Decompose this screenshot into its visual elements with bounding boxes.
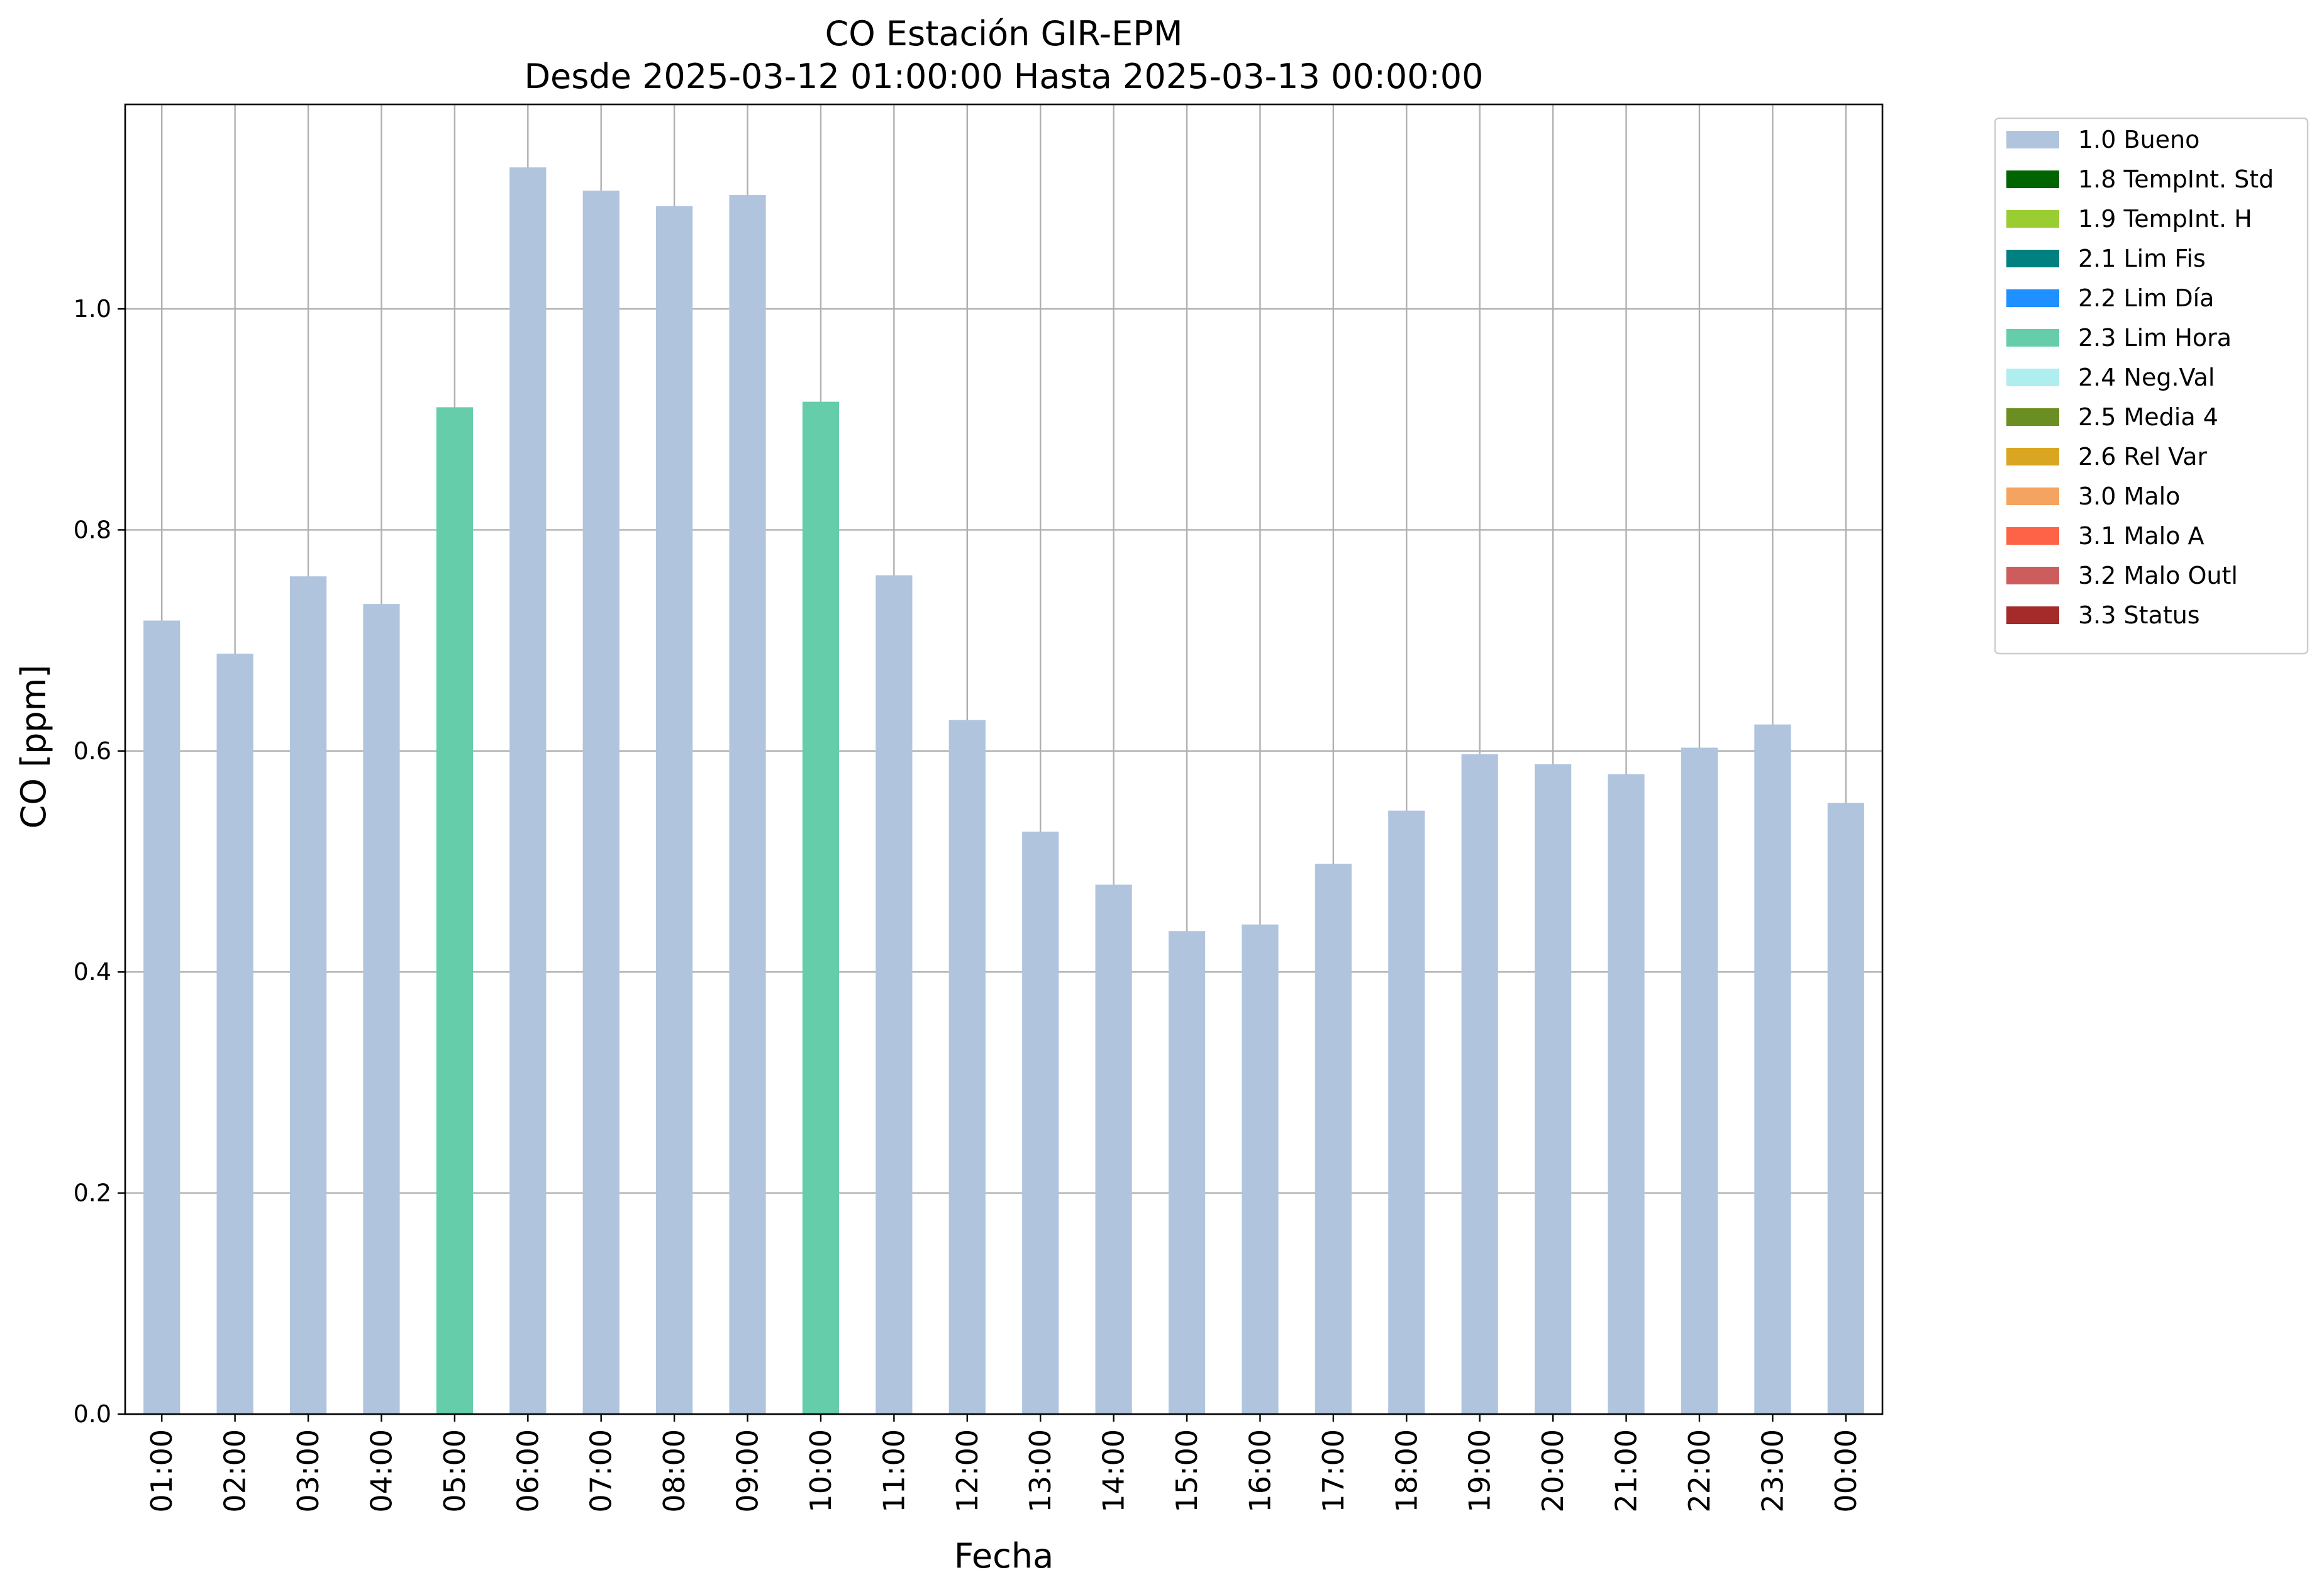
legend-swatch <box>2006 170 2059 188</box>
bar <box>1022 832 1059 1414</box>
x-axis-label: Fecha <box>954 1536 1054 1576</box>
x-tick-label: 21:00 <box>1610 1429 1643 1513</box>
bar <box>729 195 766 1414</box>
legend-swatch <box>2006 369 2059 386</box>
y-axis-ticks: 0.0 0.2 0.4 0.6 0.8 1.0 <box>74 295 125 1428</box>
y-tick-label: 0.4 <box>74 958 111 986</box>
x-tick-label: 10:00 <box>804 1429 838 1513</box>
bar <box>948 720 986 1414</box>
x-tick-label: 14:00 <box>1097 1429 1131 1513</box>
x-tick-label: 19:00 <box>1463 1429 1497 1513</box>
bar <box>876 575 913 1414</box>
x-tick-label: 17:00 <box>1316 1429 1350 1513</box>
plot-frame <box>124 103 1884 1415</box>
y-tick-label: 0.8 <box>74 516 111 543</box>
x-tick-label: 09:00 <box>731 1429 765 1513</box>
legend-swatch <box>2006 329 2059 347</box>
plot-border <box>124 103 1884 1415</box>
bar <box>1168 931 1206 1414</box>
legend-label: 2.5 Media 4 <box>2078 403 2218 431</box>
x-tick-label: 20:00 <box>1536 1429 1570 1513</box>
legend-swatch <box>2006 606 2059 624</box>
x-tick-label: 08:00 <box>657 1429 691 1513</box>
bar <box>1754 724 1791 1414</box>
legend-label: 1.9 TempInt. H <box>2078 205 2252 233</box>
legend-swatch <box>2006 567 2059 584</box>
legend-label: 3.1 Malo A <box>2078 522 2204 550</box>
y-tick-label: 0.6 <box>74 737 111 765</box>
bar <box>436 407 473 1414</box>
legend-label: 1.8 TempInt. Std <box>2078 165 2274 193</box>
legend-swatch <box>2006 488 2059 505</box>
bar <box>802 401 840 1414</box>
bar <box>1315 864 1352 1414</box>
bar <box>1681 747 1718 1414</box>
legend-label: 1.0 Bueno <box>2078 126 2199 153</box>
legend-label: 3.2 Malo Outl <box>2078 562 2238 589</box>
bar <box>363 604 400 1414</box>
bar <box>1535 764 1572 1414</box>
x-tick-label: 02:00 <box>218 1429 252 1513</box>
legend-swatch <box>2006 250 2059 267</box>
bar <box>656 206 693 1414</box>
bar <box>1827 803 1864 1414</box>
y-tick-label: 1.0 <box>74 295 111 323</box>
x-tick-label: 15:00 <box>1170 1429 1204 1513</box>
legend-swatch <box>2006 210 2059 228</box>
legend-label: 2.3 Lim Hora <box>2078 324 2232 352</box>
x-tick-label: 18:00 <box>1389 1429 1423 1513</box>
legend-swatch <box>2006 408 2059 426</box>
legend-label: 3.0 Malo <box>2078 482 2180 510</box>
legend-label: 2.4 Neg.Val <box>2078 364 2215 391</box>
legend-label: 2.1 Lim Fis <box>2078 245 2206 272</box>
bar <box>1095 884 1132 1414</box>
chart-title: CO Estación GIR-EPM <box>825 14 1183 53</box>
bar <box>509 167 547 1414</box>
legend-swatch <box>2006 131 2059 148</box>
y-tick-label: 0.0 <box>74 1400 111 1428</box>
bar <box>582 191 620 1415</box>
y-tick-label: 0.2 <box>74 1179 111 1207</box>
legend-label: 3.3 Status <box>2078 601 2200 629</box>
x-tick-label: 00:00 <box>1829 1429 1863 1513</box>
x-tick-label: 01:00 <box>145 1429 179 1513</box>
bar <box>1242 924 1279 1414</box>
legend-swatch <box>2006 448 2059 465</box>
legend-swatch <box>2006 527 2059 545</box>
x-tick-label: 12:00 <box>950 1429 984 1513</box>
bar <box>216 654 253 1414</box>
legend-label: 2.6 Rel Var <box>2078 443 2208 471</box>
legend: 1.0 Bueno 1.8 TempInt. Std 1.9 TempInt. H 2… <box>1994 117 2309 655</box>
x-tick-label: 07:00 <box>584 1429 618 1513</box>
x-tick-label: 23:00 <box>1755 1429 1789 1513</box>
legend-box <box>1994 117 2309 655</box>
x-tick-label: 06:00 <box>511 1429 545 1513</box>
plot-background <box>125 104 1882 1414</box>
bar <box>1461 754 1498 1414</box>
x-tick-label: 22:00 <box>1682 1429 1716 1513</box>
bar <box>1608 774 1645 1414</box>
x-tick-label: 04:00 <box>364 1429 398 1513</box>
plot-area <box>125 104 1882 1414</box>
legend-swatch <box>2006 289 2059 307</box>
x-tick-label: 03:00 <box>291 1429 325 1513</box>
bar <box>1388 810 1425 1414</box>
bar <box>143 620 181 1415</box>
y-axis-label: CO [ppm] <box>14 665 53 829</box>
x-axis-ticks: 01:00 02:00 03:00 04:00 05:00 06:00 07:00 08:00… <box>145 1414 1863 1513</box>
bar <box>289 576 327 1414</box>
bars <box>143 167 1864 1415</box>
x-tick-label: 11:00 <box>877 1429 911 1513</box>
x-tick-label: 05:00 <box>438 1429 472 1513</box>
x-tick-label: 13:00 <box>1023 1429 1057 1513</box>
chart-subtitle: Desde 2025-03-12 01:00:00 Hasta 2025-03-… <box>524 57 1483 96</box>
legend-label: 2.2 Lim Día <box>2078 284 2214 312</box>
x-tick-label: 16:00 <box>1243 1429 1277 1513</box>
